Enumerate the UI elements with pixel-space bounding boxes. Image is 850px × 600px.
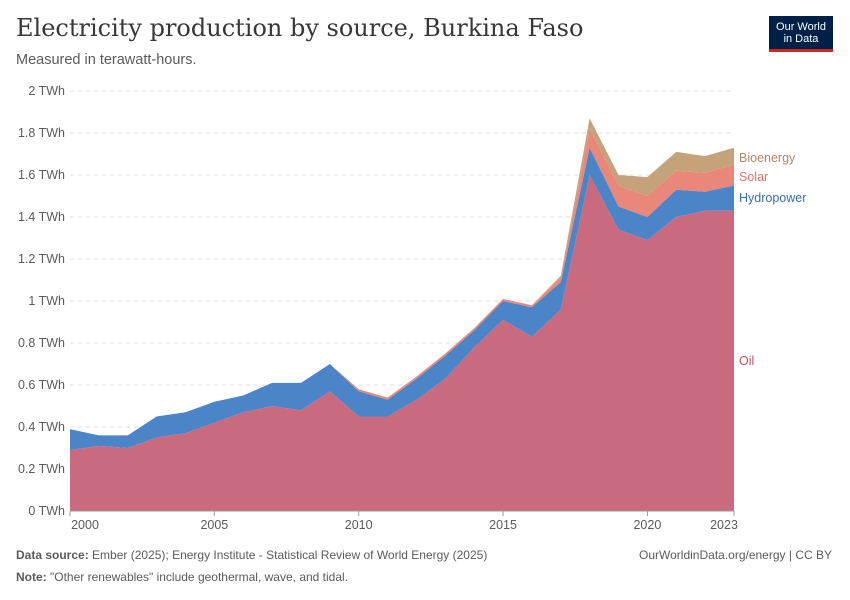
x-tick-label: 2005 xyxy=(200,518,228,532)
legend-oil[interactable]: Oil xyxy=(739,354,754,368)
area-series xyxy=(70,118,734,511)
area-oil[interactable] xyxy=(70,175,734,511)
y-tick-label: 0.8 TWh xyxy=(18,336,65,350)
y-tick-label: 1.8 TWh xyxy=(18,126,65,140)
x-tick-label: 2023 xyxy=(710,518,738,532)
x-tick-label: 2000 xyxy=(71,518,99,532)
source-text: Ember (2025); Energy Institute - Statist… xyxy=(88,548,488,562)
legend-solar[interactable]: Solar xyxy=(739,170,768,184)
logo-line-2: in Data xyxy=(783,33,819,45)
y-tick-label: 0.4 TWh xyxy=(18,420,65,434)
y-axis-ticks: 0 TWh 0.2 TWh 0.4 TWh 0.6 TWh 0.8 TWh 1 TWh 1.… xyxy=(18,84,65,518)
owid-logo[interactable]: Our World in Data xyxy=(769,16,833,52)
x-tick-label: 2020 xyxy=(633,518,661,532)
y-tick-label: 1 TWh xyxy=(28,294,65,308)
y-tick-label: 0 TWh xyxy=(28,504,65,518)
area-hydropower[interactable] xyxy=(70,147,734,451)
note-label: Note: xyxy=(16,570,47,584)
y-tick-label: 1.4 TWh xyxy=(18,210,65,224)
legend-bioenergy[interactable]: Bioenergy xyxy=(739,151,796,165)
y-tick-label: 1.2 TWh xyxy=(18,252,65,266)
logo-line-1: Our World xyxy=(776,21,826,33)
x-axis: 2000 2005 2010 2015 2020 2023 xyxy=(69,510,738,532)
chart-title: Electricity production by source, Burkin… xyxy=(16,14,584,42)
y-tick-label: 0.2 TWh xyxy=(18,462,65,476)
source-label: Data source: xyxy=(16,548,89,562)
chart-subtitle: Measured in terawatt-hours. xyxy=(16,52,197,68)
x-tick-label: 2010 xyxy=(345,518,373,532)
x-tick-label: 2015 xyxy=(489,518,517,532)
legend-hydropower[interactable]: Hydropower xyxy=(739,191,806,205)
footer-credit[interactable]: OurWorldinData.org/energy | CC BY xyxy=(639,548,832,562)
footer-source: Data source: Ember (2025); Energy Instit… xyxy=(16,548,487,562)
y-tick-label: 0.6 TWh xyxy=(18,378,65,392)
note-text: "Other renewables" include geothermal, w… xyxy=(46,570,349,584)
y-tick-label: 1.6 TWh xyxy=(18,168,65,182)
footer-note: Note: "Other renewables" include geother… xyxy=(16,570,348,584)
y-tick-label: 2 TWh xyxy=(28,84,65,98)
series-labels: Oil Hydropower Solar Bioenergy xyxy=(739,151,806,368)
